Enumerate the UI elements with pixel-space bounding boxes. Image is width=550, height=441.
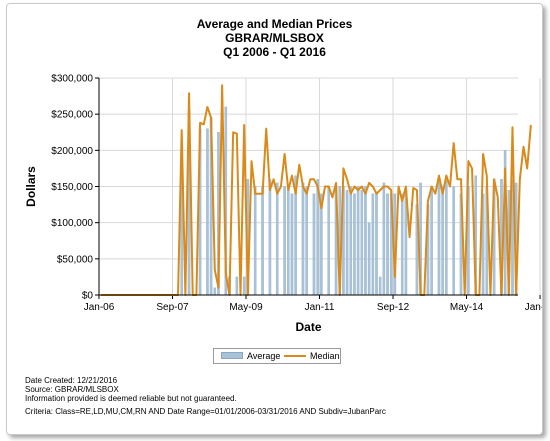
average-bar	[445, 175, 448, 296]
y-tick-label: $0	[82, 291, 94, 302]
y-axis-title: Dollars	[24, 166, 38, 207]
y-tick-label: $150,000	[51, 182, 93, 193]
average-bar	[235, 276, 239, 296]
average-bar	[213, 287, 217, 296]
average-bar	[242, 276, 246, 296]
footer-date-created: Date Created: 12/21/2016	[25, 376, 118, 385]
average-bar	[312, 193, 316, 296]
average-bar	[283, 186, 286, 296]
average-bar	[286, 189, 290, 296]
price-chart: $0 $50,000 $100,000 $150,000 $200,000 $250,00…	[24, 74, 542, 335]
x-tick-label: May-14	[450, 302, 484, 313]
chart-legend: Average Median	[213, 348, 341, 364]
legend-median-label: Median	[310, 351, 340, 361]
y-tick-label: $300,000	[51, 74, 93, 85]
average-bar	[437, 179, 441, 296]
average-bar	[452, 186, 455, 296]
legend-median-swatch	[284, 355, 306, 357]
average-bar	[371, 193, 375, 296]
chart-frame: Average and Median Prices GBRAR/MLSBOX Q…	[6, 3, 543, 435]
average-bar	[268, 179, 272, 296]
average-bar	[327, 186, 331, 296]
average-bar	[349, 186, 353, 296]
average-bar	[441, 186, 444, 296]
average-bar	[367, 222, 371, 296]
y-tick-label: $250,000	[51, 110, 93, 121]
x-tick-label: Jan-16	[525, 302, 542, 313]
average-bar	[305, 186, 308, 296]
chart-title: Average and Median Prices	[196, 17, 353, 31]
footer-disclaimer: Information provided is deemed reliable …	[25, 394, 237, 403]
average-bar	[253, 186, 257, 296]
average-bar	[400, 193, 404, 296]
legend-average-label: Average	[247, 351, 281, 361]
average-bar	[360, 189, 364, 296]
x-tick-label: Sep-07	[156, 302, 189, 313]
average-bar	[356, 186, 360, 296]
average-bar	[275, 182, 279, 296]
x-tick-label: May-09	[229, 302, 263, 313]
y-tick-label: $100,000	[51, 218, 93, 229]
x-tick-label: Jan-11	[305, 302, 335, 313]
average-bar	[430, 186, 433, 296]
footer-criteria: Criteria: Class=RE,LD,MU,CM,RN AND Date …	[25, 407, 386, 416]
average-bar	[364, 186, 367, 296]
chart-subtitle-source: GBRAR/MLSBOX	[225, 31, 324, 45]
average-bar	[382, 182, 386, 296]
y-tick-label: $50,000	[57, 254, 94, 265]
average-bar	[301, 182, 305, 296]
average-bar	[378, 276, 382, 296]
y-tick-label: $200,000	[51, 146, 93, 157]
average-bar	[290, 193, 294, 296]
x-tick-label: Jan-06	[84, 302, 115, 313]
x-tick-label: Sep-12	[377, 302, 410, 313]
legend-average-swatch	[221, 352, 243, 359]
chart-subtitle-range: Q1 2006 - Q1 2016	[223, 45, 326, 59]
average-bar	[345, 189, 349, 296]
average-bar	[206, 128, 209, 296]
average-bar	[375, 193, 378, 296]
average-bar	[353, 193, 356, 296]
x-axis-title: Date	[295, 320, 321, 334]
average-bar	[386, 193, 389, 296]
average-bar	[261, 186, 264, 296]
footer-source: Source: GBRAR/MLSBOX	[25, 385, 119, 394]
